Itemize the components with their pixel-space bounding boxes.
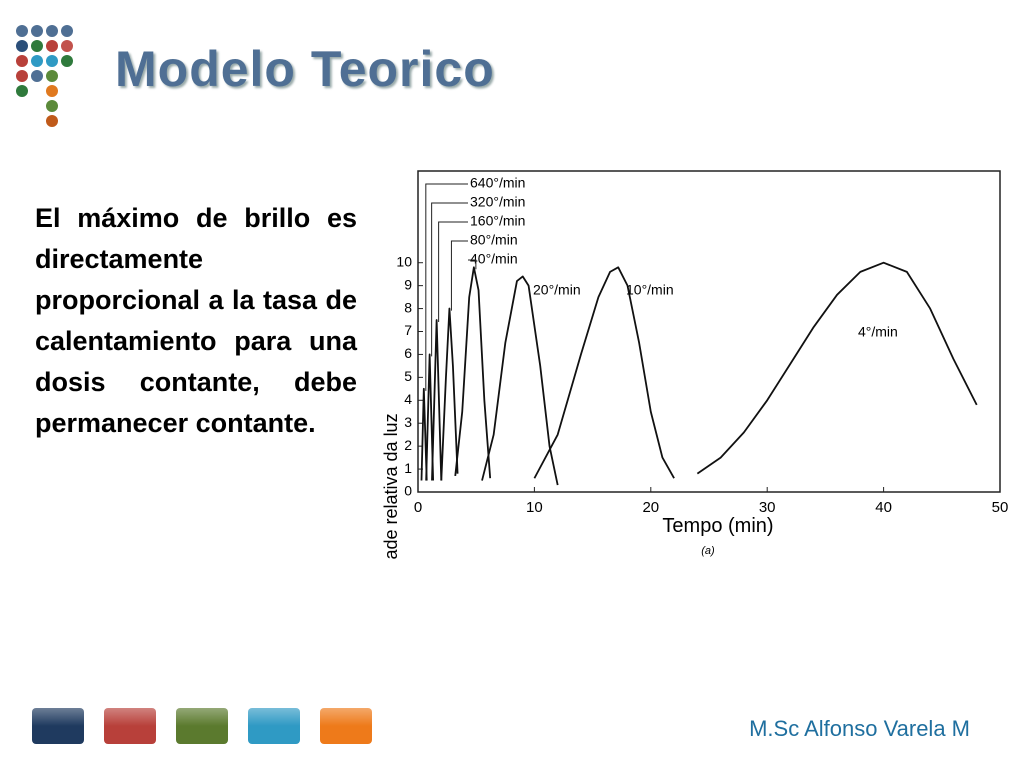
curve	[431, 319, 443, 481]
caption: (a)	[701, 545, 715, 557]
series-label: 160°/min	[470, 213, 525, 229]
dot-decoration	[16, 25, 73, 127]
nav-buttons	[32, 708, 372, 744]
curve	[425, 353, 435, 481]
y-tick-label: 5	[404, 368, 412, 384]
y-tick-label: 0	[404, 483, 412, 499]
leader-line	[438, 221, 468, 323]
x-tick-label: 30	[759, 499, 776, 516]
curve	[454, 266, 492, 479]
leader-line	[431, 202, 468, 357]
series-label: 80°/min	[470, 232, 518, 248]
y-tick-label: 8	[404, 299, 412, 315]
x-tick-label: 10	[526, 499, 543, 516]
y-tick-label: 4	[404, 391, 412, 407]
curve	[420, 387, 428, 481]
x-tick-label: 50	[992, 499, 1009, 516]
curve	[696, 261, 978, 475]
x-tick-label: 20	[642, 499, 659, 516]
body-text: El máximo de brillo es directamente prop…	[35, 203, 357, 438]
x-axis-label: Tempo (min)	[662, 515, 773, 537]
y-tick-label: 6	[404, 345, 412, 361]
series-label: 640°/min	[470, 175, 525, 191]
curve	[440, 307, 459, 481]
chart: Intensidade relativa da luz Tempo (min) …	[381, 170, 1009, 560]
leader-line	[450, 240, 468, 311]
leader-line	[425, 183, 468, 391]
series-label: 4°/min	[858, 324, 898, 340]
series-label: 10°/min	[626, 282, 674, 298]
y-tick-label: 3	[404, 414, 412, 430]
curve	[533, 266, 675, 479]
y-tick-label: 2	[404, 437, 412, 453]
y-tick-label: 1	[404, 460, 412, 476]
slide-title: Modelo Teorico	[115, 41, 495, 97]
series-label: 20°/min	[533, 282, 581, 298]
y-tick-label: 10	[396, 253, 412, 269]
x-tick-label: 0	[414, 499, 422, 516]
y-axis-label: Intensidade relativa da luz	[381, 413, 401, 560]
y-tick-label: 7	[404, 322, 412, 338]
leader-line	[468, 259, 477, 270]
curve	[481, 275, 559, 486]
x-tick-label: 40	[875, 499, 892, 516]
button-gloss	[32, 708, 372, 726]
y-tick-label: 9	[404, 276, 412, 292]
footer-text: M.Sc Alfonso Varela M	[749, 716, 970, 741]
series-label: 320°/min	[470, 194, 525, 210]
series-label: 40°/min	[470, 251, 518, 267]
